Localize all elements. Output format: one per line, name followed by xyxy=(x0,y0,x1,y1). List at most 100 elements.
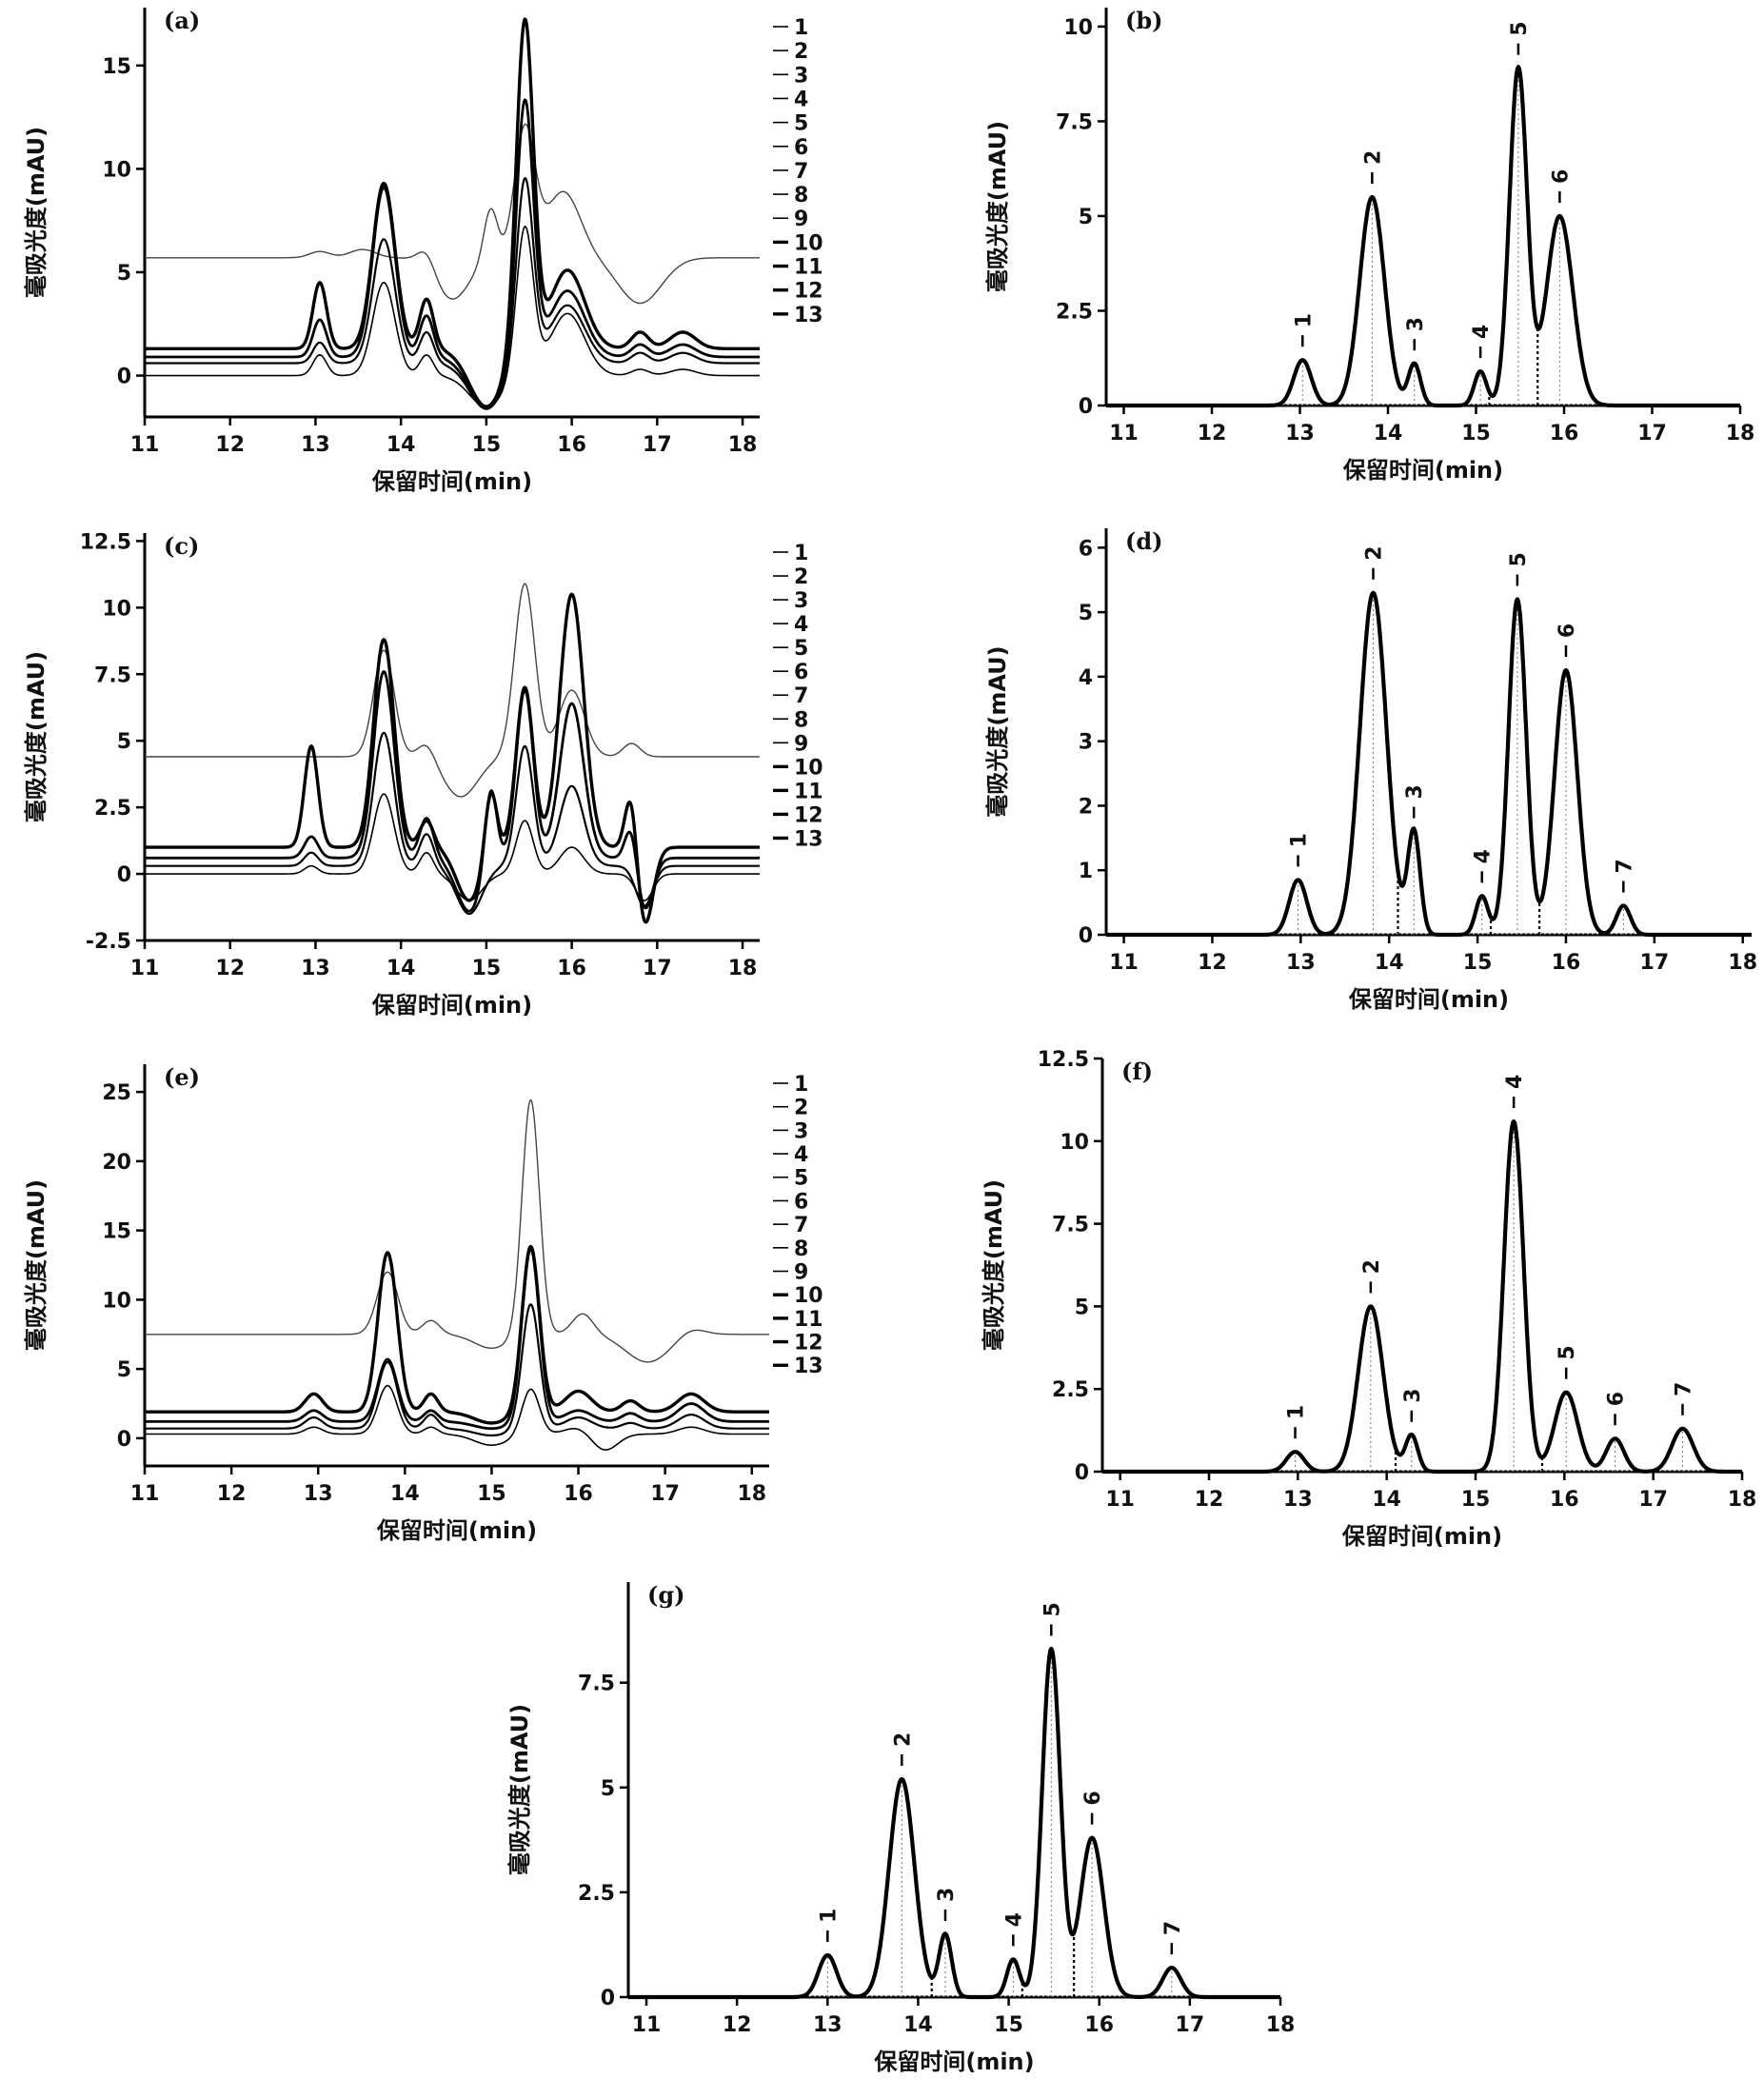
peak-label-4: 4 xyxy=(1470,325,1494,339)
legend-entry: 1 xyxy=(794,16,808,40)
x-tick-label: 14 xyxy=(903,2013,933,2037)
y-tick-label: 5 xyxy=(117,262,131,286)
series-line-major-profile-1 xyxy=(145,1244,770,1425)
x-tick-label: 13 xyxy=(301,433,330,457)
y-tick-label: 15 xyxy=(102,1220,131,1244)
x-tick-label: 13 xyxy=(1286,951,1316,975)
y-axis-title: 毫吸光度(mAU) xyxy=(984,121,1011,292)
y-tick-label: 0 xyxy=(601,1987,615,2010)
legend-entry: 2 xyxy=(794,565,808,589)
legend-entry: 5 xyxy=(794,1167,808,1191)
x-tick-label: 15 xyxy=(1461,1488,1491,1512)
x-tick-label: 15 xyxy=(472,433,502,457)
series-line-offset-profile xyxy=(145,1098,769,1363)
y-tick-label: 10 xyxy=(102,597,131,621)
y-tick-label: 6 xyxy=(1079,537,1093,561)
series-line-major-profile-2 xyxy=(145,670,761,913)
x-tick-label: 15 xyxy=(472,957,502,980)
panel-a: 11 12 13 14 15 16 17 18051015保留时间(min)毫吸光度(mAU)… xyxy=(23,7,823,495)
x-tick-label: 13 xyxy=(1283,1488,1313,1512)
x-axis-title: 保留时间(min) xyxy=(873,2049,1034,2075)
y-tick-label: 10 xyxy=(102,1289,131,1313)
peak-label-3: 3 xyxy=(935,1888,959,1902)
legend-entry: 4 xyxy=(794,1143,808,1167)
y-tick-label: -2.5 xyxy=(86,930,131,954)
y-tick-label: 2.5 xyxy=(1056,300,1093,324)
legend-entry: 9 xyxy=(794,732,808,756)
x-tick-label: 16 xyxy=(564,1482,593,1506)
x-tick-label: 16 xyxy=(1084,2013,1114,2037)
legend-entry: 2 xyxy=(794,40,808,64)
legend-entry: 7 xyxy=(794,1214,808,1237)
peak-label-6: 6 xyxy=(1556,623,1579,638)
panel-f: 11 12 13 14 15 16 17 1802.557.51012.5保留时间(min)毫… xyxy=(981,1048,1756,1550)
y-tick-label: 10 xyxy=(1063,16,1093,40)
peak-label-1: 1 xyxy=(1292,313,1316,327)
legend-entry: 5 xyxy=(794,637,808,661)
y-tick-label: 5 xyxy=(1079,602,1093,625)
y-tick-label: 2.5 xyxy=(94,797,131,821)
legend-entry: 8 xyxy=(794,708,808,732)
x-tick-label: 11 xyxy=(1105,1488,1135,1512)
legend-entry: 11 xyxy=(794,780,823,803)
x-tick-label: 14 xyxy=(386,433,416,457)
peak-label-6: 6 xyxy=(1081,1791,1105,1805)
y-tick-label: 5 xyxy=(117,1358,131,1382)
series-line-offset-profile xyxy=(145,583,760,798)
x-tick-label: 11 xyxy=(130,957,160,980)
legend-entry: 6 xyxy=(794,661,808,684)
x-tick-label: 17 xyxy=(1638,1488,1668,1512)
panel-b: 11 12 13 14 15 16 17 1802.557.510保留时间(min)毫吸光度(… xyxy=(984,7,1754,484)
peak-label-6: 6 xyxy=(1605,1392,1629,1406)
chromatogram-trace xyxy=(1104,590,1754,938)
x-axis-title: 保留时间(min) xyxy=(1348,986,1509,1013)
series-line-offset-profile xyxy=(145,123,760,305)
x-tick-label: 18 xyxy=(1266,2013,1296,2037)
legend-entry: 6 xyxy=(794,1190,808,1214)
legend-entry: 7 xyxy=(794,160,808,184)
series-line-major-profile-1 xyxy=(145,17,761,408)
legend-entry: 12 xyxy=(794,1332,823,1356)
peak-label-5: 5 xyxy=(1041,1602,1064,1616)
y-tick-label: 3 xyxy=(1079,731,1093,755)
legend-entry: 8 xyxy=(794,1237,808,1261)
y-tick-label: 5 xyxy=(1079,206,1093,229)
x-axis-title: 保留时间(min) xyxy=(1341,1523,1502,1550)
y-tick-label: 7.5 xyxy=(1056,110,1093,134)
y-tick-label: 15 xyxy=(102,55,131,79)
y-tick-label: 5 xyxy=(117,730,131,754)
series-line-major-profile-4 xyxy=(145,793,760,901)
x-tick-label: 17 xyxy=(650,1482,680,1506)
x-tick-label: 12 xyxy=(723,2013,752,2037)
x-tick-label: 17 xyxy=(643,433,672,457)
peak-label-1: 1 xyxy=(817,1909,841,1923)
y-tick-label: 7.5 xyxy=(1052,1214,1089,1237)
y-tick-label: 1 xyxy=(1079,860,1093,883)
x-tick-label: 14 xyxy=(1374,422,1403,445)
series-line-major-profile-3 xyxy=(145,1303,770,1437)
y-tick-label: 0 xyxy=(1075,1461,1089,1485)
x-tick-label: 15 xyxy=(477,1482,506,1506)
x-tick-label: 12 xyxy=(215,433,245,457)
x-tick-label: 14 xyxy=(1372,1488,1401,1512)
x-tick-label: 13 xyxy=(301,957,330,980)
peak-label-2: 2 xyxy=(891,1732,915,1747)
y-tick-label: 0 xyxy=(117,863,131,887)
legend-entry: 2 xyxy=(794,1097,808,1120)
panel-d: 11 12 13 14 15 16 17 180123456保留时间(min)毫吸光度(mAU… xyxy=(984,527,1757,1013)
legend-entry: 10 xyxy=(794,756,823,780)
peak-label-2: 2 xyxy=(1360,1259,1384,1274)
y-axis-title: 毫吸光度(mAU) xyxy=(23,1179,50,1351)
x-tick-label: 12 xyxy=(1195,1488,1224,1512)
x-tick-label: 18 xyxy=(1726,422,1755,445)
legend-entry: 13 xyxy=(794,827,823,851)
x-tick-label: 18 xyxy=(728,957,758,980)
peak-label-2: 2 xyxy=(1361,150,1385,165)
x-tick-label: 18 xyxy=(1728,951,1757,975)
panel-label: (c) xyxy=(164,532,199,560)
legend-entry: 10 xyxy=(794,1284,823,1308)
x-tick-label: 13 xyxy=(813,2013,842,2037)
x-tick-label: 14 xyxy=(390,1482,420,1506)
peak-label-5: 5 xyxy=(1556,1345,1579,1359)
